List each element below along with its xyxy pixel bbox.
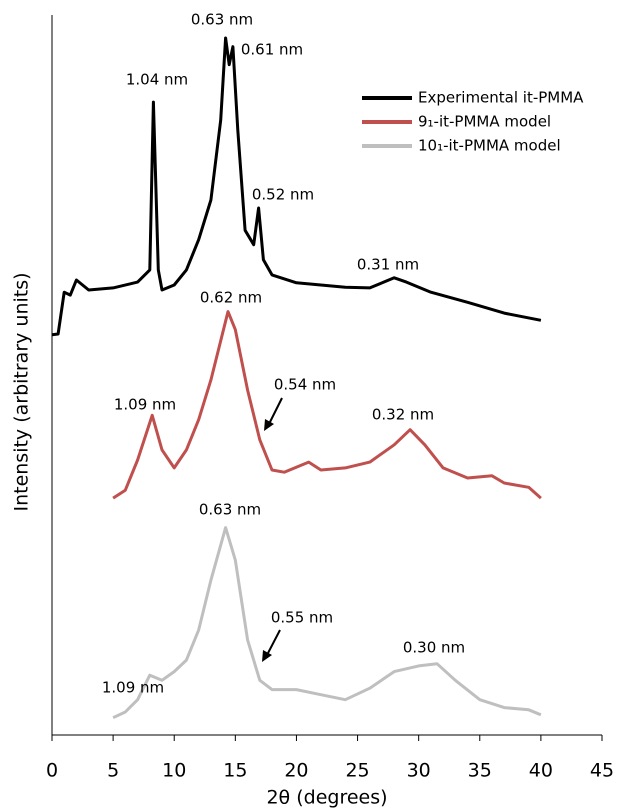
x-tick-label: 0	[46, 760, 58, 782]
annotation: 0.30 nm	[403, 639, 465, 657]
x-tick-label: 20	[284, 760, 308, 782]
series-line	[112, 526, 542, 720]
arrow-head	[264, 419, 274, 431]
legend-label: 10₁-it-PMMA model	[418, 137, 561, 155]
arrow	[268, 397, 283, 425]
annotation: 1.09 nm	[114, 396, 176, 414]
annotation: 0.63 nm	[199, 501, 261, 519]
x-tick-label: 30	[407, 760, 431, 782]
arrow-head	[262, 650, 272, 662]
series-line	[51, 36, 542, 337]
x-tick-label: 5	[107, 760, 119, 782]
annotation: 0.62 nm	[200, 289, 262, 307]
annotation: 0.31 nm	[357, 256, 419, 274]
x-tick-label: 15	[223, 760, 247, 782]
x-tick-label: 10	[162, 760, 186, 782]
annotation: 0.55 nm	[271, 609, 333, 627]
legend-label: Experimental it-PMMA	[418, 89, 584, 107]
arrow	[266, 629, 281, 656]
x-tick-label: 45	[590, 760, 614, 782]
x-tick-label: 35	[468, 760, 492, 782]
x-axis-label: 2θ (degrees)	[266, 787, 387, 809]
annotation: 1.04 nm	[126, 71, 188, 89]
annotation: 0.54 nm	[274, 376, 336, 394]
legend-label: 9₁-it-PMMA model	[418, 113, 551, 131]
annotation: 1.09 nm	[102, 679, 164, 697]
series-line	[112, 310, 542, 500]
annotation: 0.61 nm	[241, 41, 303, 59]
annotation: 0.32 nm	[372, 406, 434, 424]
y-axis-label: Intensity (arbitrary units)	[11, 272, 33, 511]
x-tick-label: 40	[529, 760, 553, 782]
annotation: 0.52 nm	[252, 186, 314, 204]
x-tick-label: 25	[345, 760, 369, 782]
annotation: 0.63 nm	[191, 11, 253, 29]
